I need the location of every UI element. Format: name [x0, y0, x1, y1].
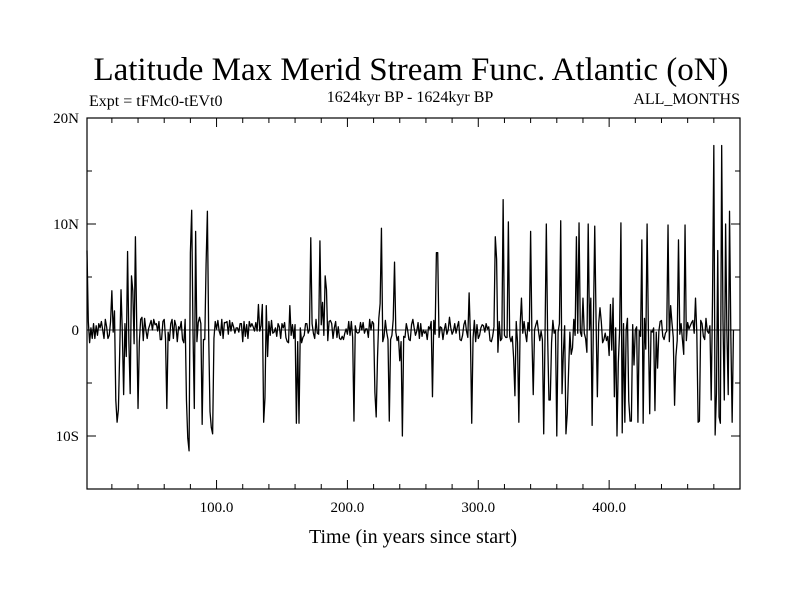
x-tick-label: 400.0 [592, 500, 626, 516]
experiment-label: Expt = tFMc0-tEVt0 [89, 93, 222, 110]
y-tick-label: 20N [53, 111, 79, 127]
chart-title: Latitude Max Merid Stream Func. Atlantic… [93, 52, 728, 88]
plot-frame [86, 117, 741, 490]
x-axis-label: Time (in years since start) [309, 526, 517, 548]
months-label: ALL_MONTHS [633, 91, 740, 108]
period-label: 1624kyr BP - 1624kyr BP [327, 89, 494, 106]
x-tick-label: 300.0 [461, 500, 495, 516]
series-line [86, 144, 735, 452]
x-tick-label: 200.0 [331, 500, 365, 516]
y-tick-label: 10S [56, 429, 79, 445]
y-tick-label: 0 [72, 323, 80, 339]
x-tick-label: 100.0 [200, 500, 234, 516]
y-tick-label: 10N [53, 217, 79, 233]
y-axis: 20N 10N 0 10S [53, 111, 740, 445]
x-axis: 100.0 200.0 300.0 400.0 [200, 118, 626, 516]
